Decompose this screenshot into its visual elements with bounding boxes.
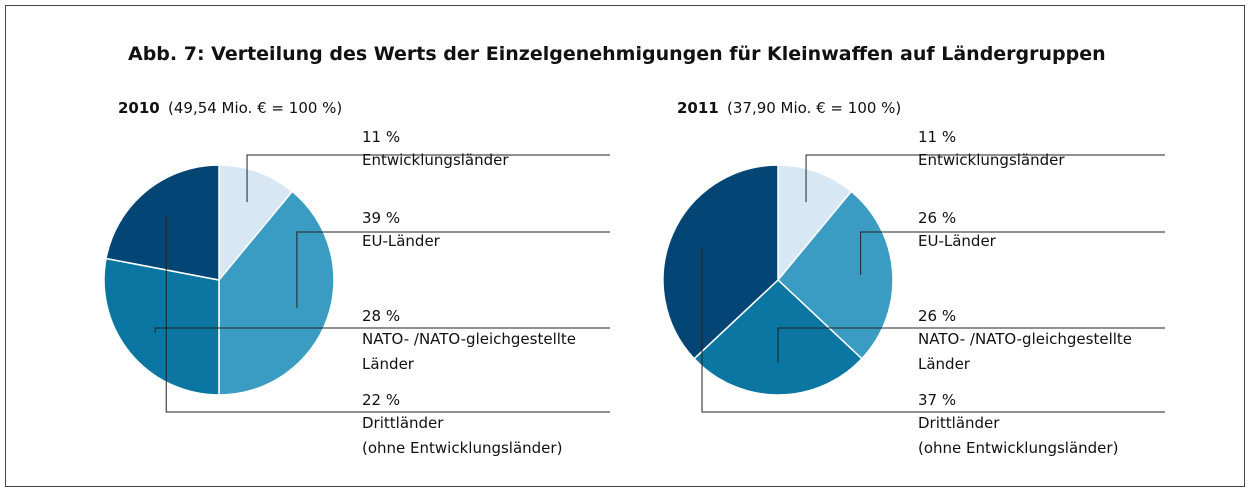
pie-slice bbox=[105, 164, 220, 281]
category-label: Entwicklungsländer bbox=[918, 151, 1065, 169]
category-label: EU-Länder bbox=[918, 232, 996, 250]
leader-line bbox=[805, 154, 1165, 203]
leader-line bbox=[296, 231, 610, 309]
leader-line bbox=[154, 327, 610, 333]
value-label: 39 % bbox=[362, 209, 401, 227]
value-label: 26 % bbox=[918, 209, 957, 227]
pie-slice bbox=[218, 164, 294, 283]
category-label: NATO- /NATO-gleichgestellte Länder bbox=[918, 330, 1133, 373]
value-label: 37 % bbox=[918, 391, 957, 409]
pie-slice bbox=[218, 190, 335, 396]
chart-year: 2010 bbox=[118, 99, 160, 117]
value-label: 28 % bbox=[362, 307, 401, 325]
category-label: NATO- /NATO-gleichgestellte Länder bbox=[362, 330, 577, 373]
category-label: Drittländer (ohne Entwicklungsländer) bbox=[362, 414, 563, 457]
leader-line bbox=[860, 231, 1165, 275]
category-label: EU-Länder bbox=[362, 232, 440, 250]
chart-year: 2011 bbox=[677, 99, 719, 117]
frame bbox=[5, 5, 1245, 487]
leader-line bbox=[701, 247, 1165, 413]
value-label: 11 % bbox=[362, 128, 401, 146]
category-label: Drittländer (ohne Entwicklungsländer) bbox=[918, 414, 1119, 457]
chart-subtitle: (49,54 Mio. € = 100 %) bbox=[168, 99, 343, 117]
leader-line bbox=[165, 216, 610, 413]
pie-slice bbox=[777, 164, 853, 283]
leader-line bbox=[777, 327, 1165, 363]
pie-slice bbox=[776, 190, 894, 360]
category-label: Entwicklungsländer bbox=[362, 151, 509, 169]
value-label: 26 % bbox=[918, 307, 957, 325]
chart-subtitle: (37,90 Mio. € = 100 %) bbox=[727, 99, 902, 117]
pie-slice bbox=[103, 257, 220, 396]
pie-slice bbox=[662, 164, 779, 360]
value-label: 11 % bbox=[918, 128, 957, 146]
leader-line bbox=[246, 154, 610, 203]
value-label: 22 % bbox=[362, 391, 401, 409]
figure-title: Abb. 7: Verteilung des Werts der Einzelg… bbox=[128, 43, 1106, 65]
